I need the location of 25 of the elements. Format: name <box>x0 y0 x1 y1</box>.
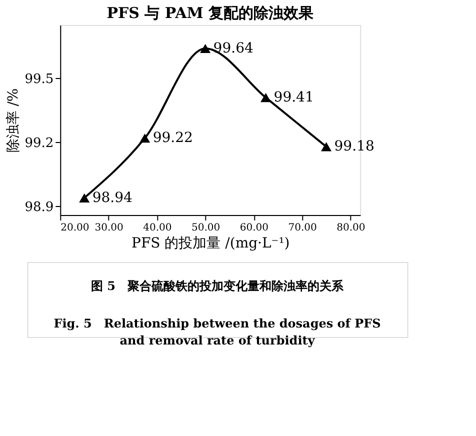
data-label: 99.41 <box>274 90 314 106</box>
x-tick-label: 40.00 <box>143 222 172 234</box>
y-tick-label: 99.5 <box>24 72 54 87</box>
data-label: 99.64 <box>213 40 254 56</box>
point <box>260 93 272 102</box>
x-tick-label: 50.00 <box>191 222 220 234</box>
caption: 图 5 聚合硫酸铁的投加变化量和除浊率的关系 <box>90 278 345 293</box>
caption: Fig. 5 Relationship between the dosages of PFS and removal rate of turbidity <box>54 316 381 348</box>
x-tick-label: 60.00 <box>240 222 269 234</box>
data-label: 98.94 <box>92 190 133 206</box>
y-axis-title: 除浊率 /% <box>6 88 22 153</box>
point <box>140 134 150 143</box>
y-tick-label: 98.9 <box>24 200 54 215</box>
y-tick-label: 99.2 <box>24 136 54 151</box>
x-tick-label: 30.00 <box>94 222 124 234</box>
x-tick-label: 70.00 <box>288 222 317 234</box>
x-axis-title: PFS 的投加量 /(mg·L⁻¹) <box>132 236 290 252</box>
point <box>79 193 90 202</box>
point <box>200 44 211 54</box>
x-tick-label: 80.00 <box>336 222 366 234</box>
x-tick-label: 20.00 <box>60 222 90 234</box>
data-label: 99.22 <box>152 130 193 146</box>
chart-title: PFS 与 PAM 复配的除浊效果 <box>106 4 315 22</box>
point <box>321 142 332 152</box>
data-label: 99.18 <box>334 138 374 155</box>
